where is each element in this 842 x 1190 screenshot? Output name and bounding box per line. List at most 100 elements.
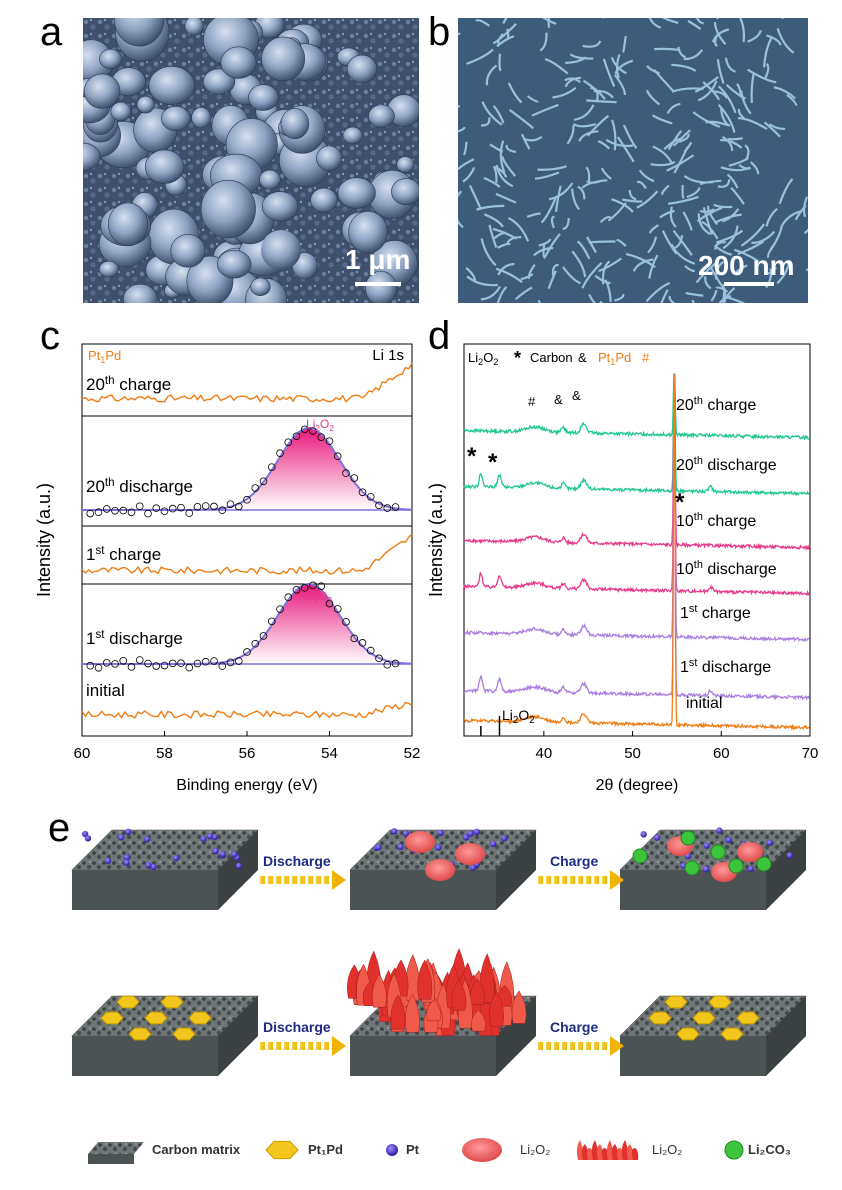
sem-a-particle	[200, 179, 256, 239]
pt-atom	[84, 835, 92, 842]
sem-image-a: 1 μm	[83, 18, 419, 303]
pt1pd-hex	[100, 1011, 124, 1025]
pt-atom	[391, 828, 398, 835]
sem-b-flake	[458, 217, 464, 229]
sem-b-flake	[638, 169, 655, 183]
sem-b-flake	[763, 121, 781, 138]
chart-c-series-20th-discharge-point	[243, 495, 251, 504]
sem-b-flake	[677, 46, 686, 59]
sem-b-flake	[713, 244, 733, 256]
sem-b-flake	[691, 299, 695, 303]
sem-b-flake	[663, 137, 681, 151]
chart-d-frame	[463, 343, 811, 737]
pt-atom	[212, 847, 219, 855]
sem-b-flake	[737, 117, 768, 131]
sem-b-flake	[766, 34, 782, 46]
sem-b-flake	[727, 137, 743, 141]
li2o2-film	[347, 948, 527, 1036]
chart-c-series-20th-discharge-point	[152, 504, 161, 512]
chart-c-series-1st-discharge-point	[325, 599, 334, 608]
chart-c-title: Li 1s	[372, 347, 404, 364]
sem-b-flake	[649, 224, 660, 234]
arrow-discharge-bottom-dash	[260, 1042, 265, 1050]
sem-b-flake	[687, 19, 702, 30]
pt-atom	[123, 854, 130, 861]
sem-b-flake	[738, 164, 752, 170]
sem-b-flake	[636, 180, 647, 189]
scale-label-a: 1 μm	[345, 244, 411, 275]
sem-b-flake	[496, 286, 508, 303]
pt1pd-hex	[116, 995, 140, 1009]
sem-b-flake	[485, 64, 498, 86]
chart-c: 60 58 56 54 52 Binding energy (eV) Intensity (…	[34, 343, 420, 794]
chart-c-series-1st-discharge-point	[243, 648, 251, 656]
chart-c-series-20th-discharge-point	[226, 500, 235, 508]
arrow-charge-bottom-dash	[578, 1042, 583, 1050]
sem-b-flake	[672, 129, 691, 147]
chart-c-series-20th-discharge-point	[267, 463, 276, 471]
sem-b-flake	[765, 207, 778, 227]
sem-b-flake	[773, 86, 796, 100]
pt-atom	[437, 829, 444, 837]
sem-a-particle	[310, 187, 338, 213]
scale-bar-b	[724, 282, 774, 286]
sem-a-particle	[191, 107, 212, 129]
chart-d-legend-pt1pd: Pt1Pd	[598, 350, 631, 367]
arrow-charge-top-dash	[554, 876, 559, 884]
sem-b-flake	[539, 32, 548, 52]
sem-b-flake	[721, 284, 727, 303]
sem-b-flake	[636, 190, 659, 209]
arrow-discharge-top-dash	[300, 876, 305, 884]
sem-a-particle	[348, 210, 388, 254]
sem-b-flake	[599, 300, 604, 303]
arrow-charge-bottom-dash	[594, 1042, 599, 1050]
sem-b-flake	[648, 18, 662, 29]
sem-b-flake	[646, 65, 660, 75]
pt-atom	[200, 835, 207, 843]
chart-c-series-20th-discharge-point	[251, 484, 260, 492]
sem-a-particle	[316, 145, 342, 172]
sem-b-flake	[572, 123, 597, 128]
sem-b-flake	[526, 212, 541, 218]
chart-c-series-20th-discharge-point	[177, 503, 185, 512]
chart-c-series-20th-discharge-point	[119, 506, 128, 515]
sem-a-particle	[202, 68, 236, 95]
chart-c-series-1st-discharge-point	[127, 663, 136, 671]
li2co3-particle	[756, 856, 772, 872]
chart-d-series	[463, 373, 810, 701]
arrow-charge-bottom-dash	[554, 1042, 559, 1050]
chart-c-series-1st-discharge-point	[86, 661, 95, 670]
scale-label-b: 200 nm	[698, 250, 795, 281]
sem-b-flake	[573, 104, 595, 121]
sem-b-flake	[704, 276, 712, 290]
sem-b-flake	[492, 23, 517, 45]
arrow-charge-bottom-head	[610, 1036, 624, 1056]
arrow-discharge-top-dash	[268, 876, 273, 884]
chart-d-series	[463, 373, 811, 497]
sem-b-flake	[462, 141, 468, 156]
legend-pt: Pt	[406, 1142, 419, 1157]
pt-atom	[766, 839, 773, 847]
sem-a-particle	[144, 149, 185, 184]
sem-b-flake	[601, 260, 611, 285]
sem-b-flake	[645, 89, 661, 106]
panel-label-d: d	[428, 314, 451, 358]
arrow-charge-top-dash	[570, 876, 575, 884]
sem-b-flake	[547, 270, 557, 290]
sem-b-flake	[466, 275, 498, 287]
sem-b-flake	[458, 190, 463, 198]
sem-b-flake	[628, 189, 637, 201]
sem-b-flake	[666, 102, 681, 114]
sem-a-particle	[184, 18, 204, 36]
chart-c-xtick-label: 58	[156, 745, 173, 762]
sem-a-particle	[391, 178, 419, 206]
sem-b-graphic	[458, 18, 808, 303]
sem-b-flake	[720, 139, 743, 149]
sem-b-flake	[502, 18, 508, 24]
sem-b-flake	[578, 130, 599, 142]
sem-b-flake	[607, 202, 627, 222]
arrow-charge-bottom-dash	[538, 1042, 543, 1050]
pt-atom	[125, 828, 132, 836]
li2co3-particle	[632, 848, 648, 864]
pt-atom	[500, 834, 508, 842]
